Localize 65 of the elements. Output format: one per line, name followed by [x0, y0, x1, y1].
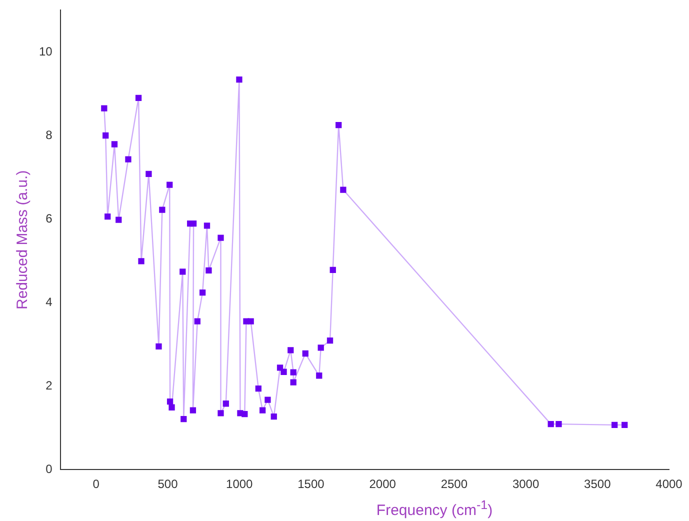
- point: [146, 170, 152, 177]
- point: [168, 404, 175, 410]
- point: [218, 410, 224, 416]
- point: [612, 422, 618, 428]
- point: [318, 344, 324, 351]
- point: [548, 421, 554, 428]
- x-tick-label: 3500: [584, 477, 612, 492]
- point: [288, 347, 294, 354]
- point: [302, 350, 308, 357]
- y-tick-label: 10: [38, 44, 53, 58]
- x-tick-label: 4000: [656, 477, 683, 492]
- point: [116, 216, 122, 223]
- point: [138, 258, 144, 264]
- x-tick-label: 2000: [369, 477, 396, 492]
- point: [264, 396, 271, 403]
- point: [242, 410, 248, 418]
- x-tick-label: 0: [92, 477, 100, 492]
- point: [326, 337, 334, 344]
- point: [255, 386, 262, 392]
- point: [159, 206, 166, 213]
- y-tick-label: 4: [46, 294, 53, 309]
- point: [194, 318, 200, 324]
- x-axis-title: Frequency (cm$^{-1}$): [375, 498, 494, 519]
- point: [111, 141, 118, 148]
- x-tick-label: 2500: [440, 477, 468, 492]
- point: [316, 372, 322, 379]
- x-tick-label: 1500: [298, 477, 325, 492]
- point: [102, 132, 109, 139]
- point: [101, 105, 108, 112]
- y-axis-title: Reduced Mass (a.u.): [14, 170, 32, 310]
- point: [236, 76, 242, 83]
- x-tick-label: 1000: [226, 477, 254, 492]
- point: [280, 368, 287, 375]
- y-tick-label: 2: [46, 378, 53, 392]
- point: [222, 400, 229, 407]
- point: [166, 398, 174, 405]
- point: [190, 407, 196, 414]
- point: [104, 213, 111, 220]
- point: [248, 318, 254, 324]
- point: [556, 421, 562, 428]
- point: [206, 267, 212, 274]
- point: [156, 343, 162, 350]
- y-tick-label: 6: [46, 211, 53, 226]
- point: [166, 182, 173, 188]
- point: [218, 234, 224, 241]
- point: [290, 369, 296, 376]
- point: [204, 222, 210, 229]
- point: [125, 156, 132, 162]
- point: [290, 379, 296, 386]
- point: [276, 364, 284, 371]
- point: [180, 416, 187, 422]
- point: [135, 94, 142, 101]
- point: [190, 220, 197, 227]
- point: [336, 122, 342, 128]
- point: [199, 289, 206, 296]
- x-tick-label: 500: [158, 477, 178, 492]
- point: [180, 268, 186, 275]
- point: [330, 266, 336, 274]
- point: [622, 422, 628, 428]
- point: [270, 413, 277, 420]
- y-tick-label: 0: [46, 462, 53, 476]
- point: [259, 407, 266, 414]
- y-tick-label: 8: [46, 128, 53, 142]
- point: [340, 186, 346, 193]
- x-tick-label: 3000: [512, 477, 540, 492]
